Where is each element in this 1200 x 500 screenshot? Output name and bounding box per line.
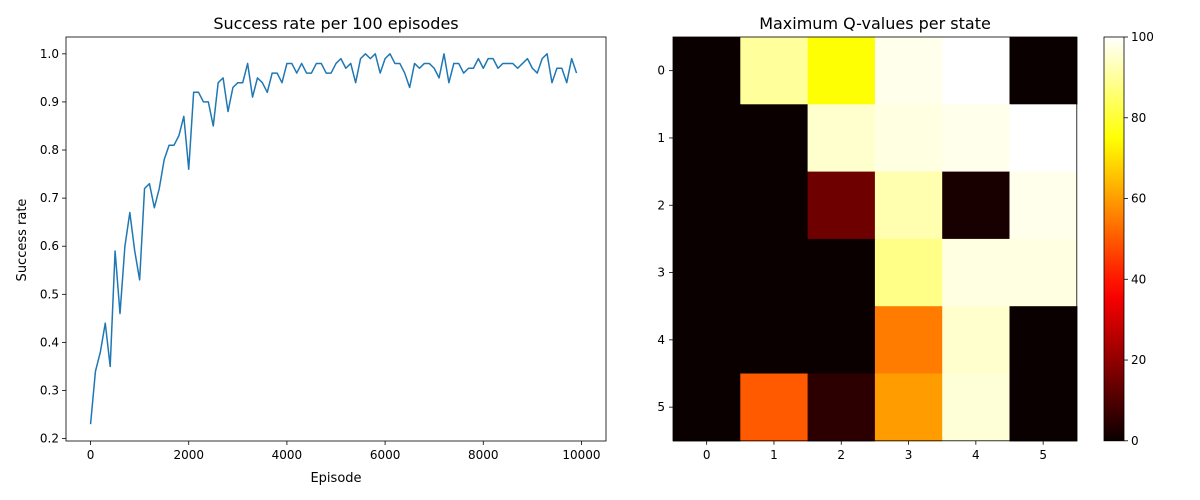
heatmap-cell xyxy=(942,373,1011,442)
heatmap-x-tick-label: 5 xyxy=(1039,448,1047,462)
heatmap-y-tick-label: 2 xyxy=(657,198,665,212)
heatmap-cell xyxy=(874,238,943,307)
y-tick-label: 0.7 xyxy=(40,191,59,205)
heatmap-cell xyxy=(942,238,1011,307)
colorbar-tick-label: 40 xyxy=(1131,272,1146,286)
heatmap-cell xyxy=(740,238,809,307)
heatmap-cell xyxy=(1009,373,1078,442)
success-rate-line xyxy=(89,53,578,425)
heatmap-cell xyxy=(740,373,809,442)
y-tick-label: 0.9 xyxy=(40,95,59,109)
y-tick-label: 1.0 xyxy=(40,47,59,61)
heatmap-cell xyxy=(874,104,943,173)
heatmap-y-tick-label: 3 xyxy=(657,266,665,280)
heatmap-y-tick-label: 4 xyxy=(657,333,665,347)
heatmap-cell xyxy=(942,104,1011,173)
heatmap-cell xyxy=(807,238,876,307)
x-tick-label: 2000 xyxy=(173,448,204,462)
x-tick-label: 4000 xyxy=(272,448,303,462)
heatmap-x-tick-label: 0 xyxy=(703,448,711,462)
heatmap-cell xyxy=(807,373,876,442)
line-chart-axes-frame xyxy=(65,36,607,442)
heatmap-cell xyxy=(874,37,943,105)
colorbar-tick-label: 100 xyxy=(1131,30,1154,44)
y-tick-label: 0.6 xyxy=(40,239,59,253)
heatmap-cell xyxy=(740,104,809,173)
heatmap-cell xyxy=(942,306,1011,375)
heatmap-cell xyxy=(673,373,741,442)
heatmap-colorbar: 0 20 40 60 80 100 xyxy=(1103,30,1154,448)
line-chart-title: Success rate per 100 episodes xyxy=(213,14,458,33)
heatmap-title: Maximum Q-values per state xyxy=(759,14,991,33)
heatmap-y-tick-label: 1 xyxy=(657,131,665,145)
heatmap-cell xyxy=(673,306,741,375)
line-chart-y-axis-label: Success rate xyxy=(15,199,30,282)
heatmap-cell xyxy=(807,306,876,375)
heatmap-cell xyxy=(807,37,876,105)
heatmap-cell xyxy=(673,37,741,105)
heatmap-ticks: 0 1 2 3 4 5 0 1 2 3 4 5 xyxy=(657,64,1047,462)
heatmap-cell xyxy=(1009,306,1078,375)
heatmap-cell xyxy=(807,104,876,173)
heatmap-cell xyxy=(1009,104,1078,173)
heatmap-cell xyxy=(942,37,1011,105)
line-chart-ticks: 0 2000 4000 6000 8000 10000 0.2 0.3 0.4 0.5 0.6 0.7… xyxy=(40,47,601,462)
heatmap-axes-frame xyxy=(672,36,1078,442)
heatmap-x-tick-label: 1 xyxy=(770,448,778,462)
success-rate-chart: Success rate per 100 episodes 0 2000 4000 6… xyxy=(15,14,607,486)
heatmap-cell xyxy=(673,104,741,173)
colorbar-tick-label: 60 xyxy=(1131,192,1146,206)
colorbar-tick-label: 80 xyxy=(1131,111,1146,125)
heatmap-cell xyxy=(1009,238,1078,307)
y-tick-label: 0.2 xyxy=(40,432,59,446)
heatmap-x-tick-label: 2 xyxy=(837,448,845,462)
heatmap-cell xyxy=(807,171,876,240)
heatmap-cell xyxy=(874,373,943,442)
x-tick-label: 6000 xyxy=(370,448,401,462)
heatmap-cell xyxy=(942,171,1011,240)
q-values-heatmap: Maximum Q-values per state 0 1 2 3 4 5 0 1 2 3 4 5 xyxy=(657,14,1078,462)
heatmap-x-tick-label: 3 xyxy=(905,448,913,462)
x-tick-label: 0 xyxy=(87,448,95,462)
y-tick-label: 0.5 xyxy=(40,287,59,301)
heatmap-cell xyxy=(673,238,741,307)
heatmap-cell xyxy=(874,171,943,240)
x-tick-label: 8000 xyxy=(468,448,499,462)
heatmap-y-tick-label: 0 xyxy=(657,64,665,78)
colorbar-frame xyxy=(1103,36,1125,442)
colorbar-tick-label: 0 xyxy=(1131,434,1139,448)
heatmap-x-tick-label: 4 xyxy=(972,448,980,462)
heatmap-cell xyxy=(740,171,809,240)
heatmap-cell xyxy=(1009,37,1078,105)
heatmap-y-tick-label: 5 xyxy=(657,400,665,414)
x-tick-label: 10000 xyxy=(562,448,600,462)
y-tick-label: 0.3 xyxy=(40,384,59,398)
heatmap-cell xyxy=(1009,171,1078,240)
heatmap-cell xyxy=(740,37,809,105)
line-chart-x-axis-label: Episode xyxy=(310,471,361,486)
colorbar-tick-label: 20 xyxy=(1131,353,1146,367)
colorbar-ticks: 0 20 40 60 80 100 xyxy=(1124,30,1154,448)
heatmap-cell xyxy=(673,171,741,240)
colorbar-gradient xyxy=(1104,37,1124,441)
y-tick-label: 0.4 xyxy=(40,335,59,349)
heatmap-cell xyxy=(874,306,943,375)
heatmap-cell xyxy=(740,306,809,375)
heatmap-cells xyxy=(673,37,1078,442)
y-tick-label: 0.8 xyxy=(40,143,59,157)
